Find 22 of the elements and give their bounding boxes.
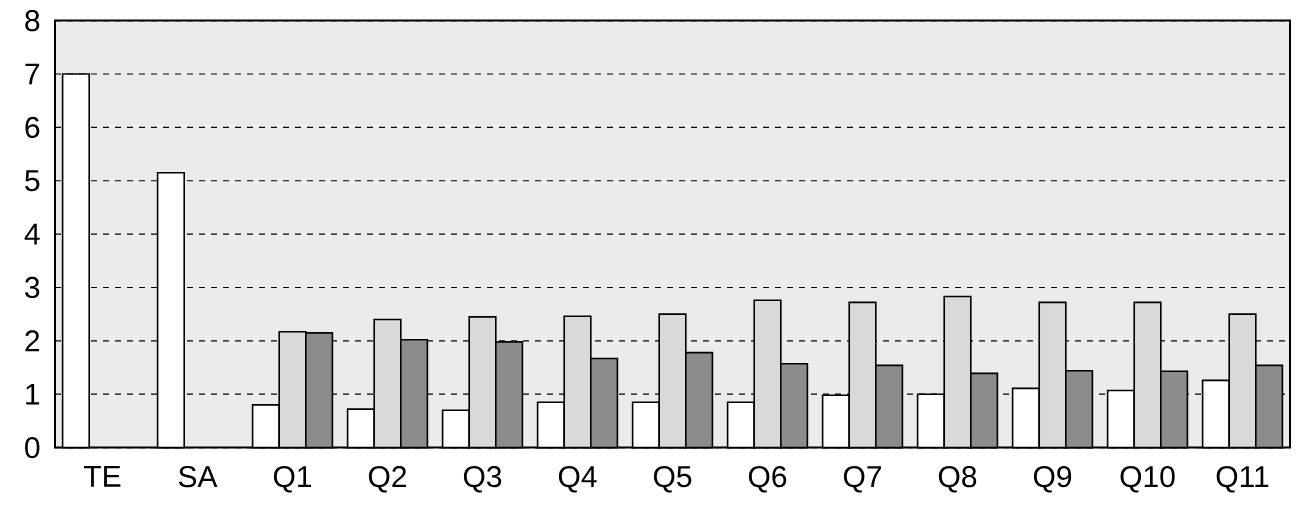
x-tick-label: Q1 [273,466,312,493]
x-tick-label: Q6 [748,466,787,493]
y-tick-label: 7 [25,63,40,85]
y-tick-label: 1 [26,384,40,405]
y-tick-label: 5 [25,170,40,192]
x-tick-label: TE [83,466,121,487]
x-tick-label: SA [178,466,218,488]
y-tick-label: 6 [25,116,40,139]
x-tick-label: Q2 [368,466,407,493]
y-tick-label: 2 [25,330,40,352]
y-tick-label: 8 [25,10,40,32]
y-tick-label: 4 [24,223,40,245]
x-tick-label: Q5 [653,466,692,493]
x-tick-label: Q4 [558,466,597,493]
x-tick-label: Q7 [843,466,882,493]
x-tick-label: Q8 [938,466,977,493]
x-tick-label: Q11 [1216,466,1269,493]
y-tick-label: 0 [25,437,40,459]
y-tick-label: 3 [25,277,40,299]
x-tick-label: Q3 [463,466,502,493]
x-tick-label: Q10 [1120,466,1175,493]
x-tick-label: Q9 [1033,466,1072,493]
